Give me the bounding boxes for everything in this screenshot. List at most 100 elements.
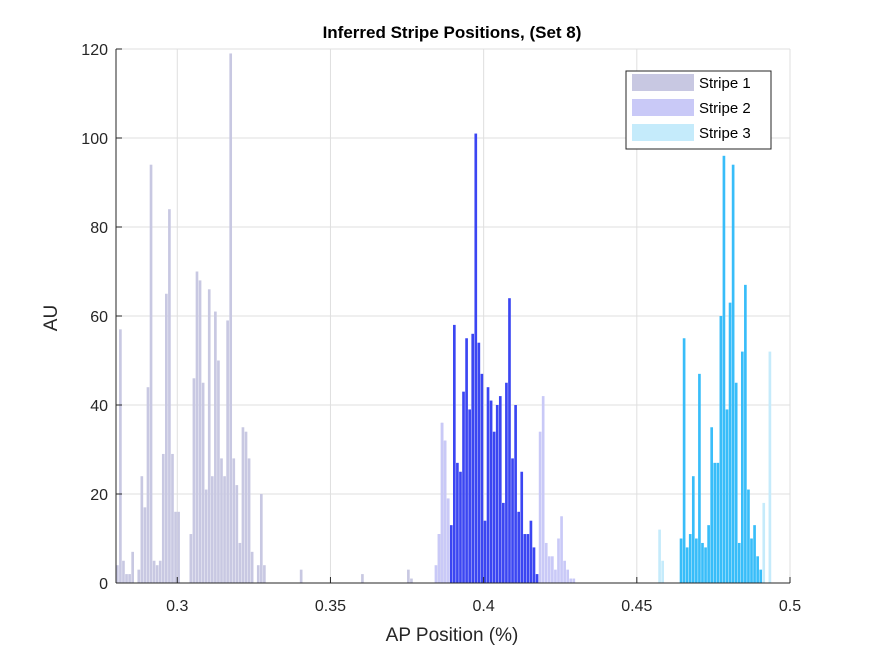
bar-series-1 [116, 565, 119, 583]
y-tick-label: 40 [90, 398, 108, 415]
bar-series-5 [679, 538, 683, 583]
bar-series-1 [361, 574, 364, 583]
legend-swatch-stripe-2 [632, 99, 694, 116]
bar-series-1 [189, 534, 193, 583]
bar-series-2 [437, 534, 441, 583]
legend-label-stripe-1: Stripe 1 [699, 75, 751, 92]
bar-series-1 [143, 507, 147, 583]
bar-series-1 [223, 476, 226, 583]
bar-series-1 [241, 427, 245, 583]
legend: Stripe 1 Stripe 2 Stripe 3 [625, 70, 772, 150]
bar-series-5 [704, 547, 707, 583]
bar-series-4 [520, 471, 524, 583]
bar-series-3 [768, 351, 772, 583]
bar-series-4 [492, 431, 496, 583]
y-tick-label: 0 [99, 576, 108, 593]
bar-series-2 [541, 396, 545, 583]
bar-series-1 [158, 560, 162, 583]
bar-series-1 [204, 489, 208, 583]
bar-series-3 [661, 560, 664, 583]
bar-series-1 [229, 53, 233, 583]
bar-series-5 [719, 316, 723, 583]
bar-series-2 [560, 516, 563, 583]
bar-series-1 [149, 164, 153, 583]
bar-series-1 [174, 511, 177, 583]
bar-series-4 [489, 400, 493, 583]
bar-series-3 [762, 502, 766, 583]
bar-series-2 [569, 578, 573, 583]
bar-series-4 [486, 387, 490, 583]
bar-series-1 [128, 574, 131, 583]
bar-series-2 [538, 431, 542, 583]
bar-series-1 [299, 569, 303, 583]
bar-series-2 [446, 498, 450, 583]
bar-series-4 [471, 333, 475, 583]
bar-series-5 [716, 462, 720, 583]
bar-series-4 [514, 405, 517, 583]
bar-series-5 [756, 556, 759, 583]
bar-series-1 [137, 569, 141, 583]
bar-series-4 [535, 574, 539, 583]
chart-title: Inferred Stripe Positions, (Set 8) [323, 23, 582, 42]
bar-series-5 [737, 542, 741, 583]
y-axis-label: AU [41, 305, 62, 331]
tick-labels: 0.3 0.35 0.4 0.45 0.5 0 20 40 60 80 100 120 [81, 42, 801, 615]
bar-series-4 [459, 471, 462, 583]
bar-series-5 [691, 476, 695, 583]
bar-series-2 [434, 565, 438, 583]
bar-series-1 [256, 565, 260, 583]
bar-series-5 [682, 338, 686, 583]
legend-swatch-stripe-3 [632, 124, 694, 141]
bar-series-1 [119, 329, 122, 583]
bar-series-1 [161, 453, 165, 583]
bar-series-4 [505, 382, 508, 583]
bar-series-4 [465, 338, 468, 583]
bar-series-1 [410, 578, 413, 583]
bar-series-5 [685, 547, 689, 583]
bar-series-5 [759, 569, 763, 583]
bar-series-1 [210, 476, 214, 583]
bar-series-1 [192, 378, 196, 583]
legend-label-stripe-2: Stripe 2 [699, 100, 751, 117]
y-tick-label: 80 [90, 220, 108, 237]
bar-series-4 [532, 547, 536, 583]
bar-series-5 [698, 373, 701, 583]
bar-series-1 [226, 320, 229, 583]
bar-series-5 [722, 155, 726, 584]
bar-series-4 [468, 409, 471, 583]
x-axis-label: AP Position (%) [386, 625, 519, 646]
bar-series-5 [701, 542, 704, 583]
bar-series-1 [131, 551, 134, 583]
bar-series-5 [695, 538, 698, 583]
bar-series-4 [498, 396, 502, 583]
bar-series-2 [557, 538, 560, 583]
bar-series-5 [731, 164, 735, 583]
axes [115, 48, 791, 584]
bar-series-1 [152, 560, 156, 583]
bar-series-2 [572, 578, 576, 583]
bar-series-2 [443, 440, 447, 583]
bar-series-1 [220, 458, 223, 583]
bar-series-1 [168, 209, 171, 583]
y-tick-label: 20 [90, 487, 108, 504]
bar-series-5 [747, 489, 750, 583]
bar-series-1 [195, 271, 199, 583]
bar-series-5 [740, 351, 744, 583]
bar-series-1 [247, 458, 251, 583]
bar-series-4 [480, 373, 484, 583]
bar-series-2 [547, 556, 551, 583]
bar-series-1 [177, 511, 180, 583]
bar-series-2 [440, 422, 444, 583]
bar-series-5 [710, 427, 714, 583]
bar-series-1 [235, 485, 239, 583]
bar-series-1 [250, 551, 254, 583]
bar-series-1 [232, 458, 236, 583]
bar-series-2 [544, 542, 548, 583]
bar-series-2 [551, 556, 554, 583]
bar-series-2 [566, 569, 570, 583]
y-tick-label: 60 [90, 309, 108, 326]
y-tick-label: 100 [81, 131, 108, 148]
bar-series-1 [244, 431, 248, 583]
bar-series-4 [462, 391, 465, 583]
